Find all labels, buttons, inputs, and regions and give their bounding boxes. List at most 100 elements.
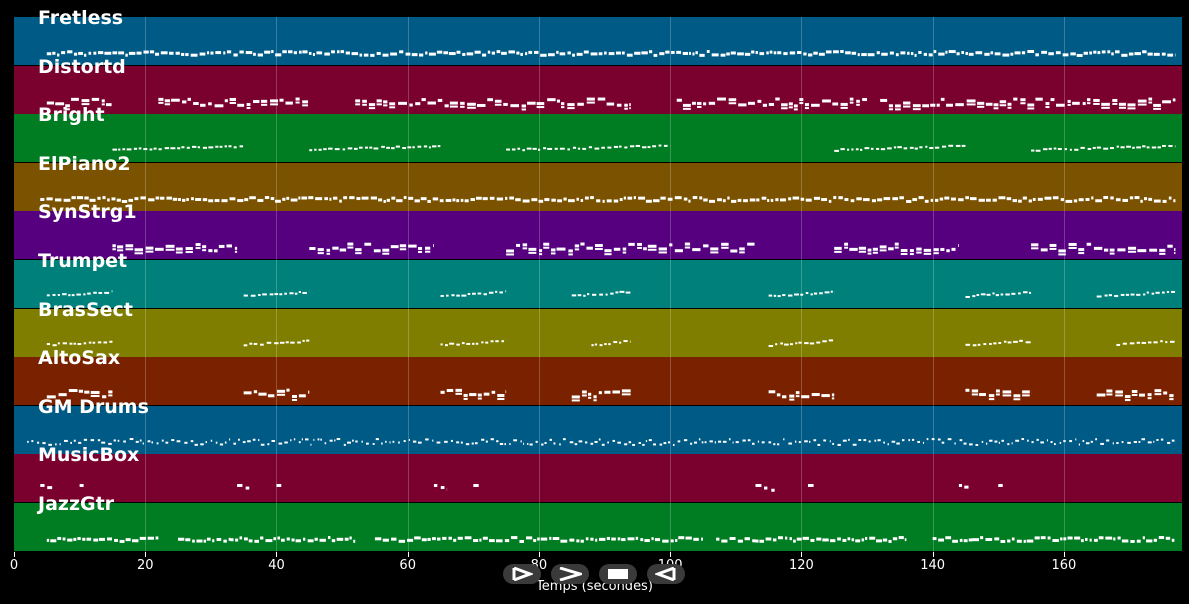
play-forward-button[interactable] — [503, 564, 541, 584]
note — [215, 145, 219, 148]
note — [351, 52, 359, 56]
note — [541, 443, 544, 446]
note — [550, 252, 556, 255]
note — [210, 51, 214, 55]
note — [109, 340, 113, 343]
note — [117, 249, 124, 252]
note — [449, 101, 458, 105]
note — [1095, 438, 1098, 441]
note — [737, 539, 743, 543]
note-layer — [40, 484, 1003, 493]
note — [214, 198, 220, 202]
note — [1174, 145, 1176, 148]
note — [648, 438, 652, 441]
note — [310, 443, 312, 446]
note — [528, 50, 533, 54]
note — [474, 442, 478, 445]
note — [277, 536, 281, 540]
note — [755, 51, 758, 55]
note — [892, 196, 899, 200]
note — [158, 97, 164, 101]
note — [415, 101, 421, 105]
note — [252, 438, 256, 441]
note — [653, 199, 660, 203]
note — [1148, 197, 1153, 201]
note — [1146, 146, 1150, 149]
note — [648, 50, 653, 54]
note — [965, 343, 971, 346]
note — [1153, 538, 1157, 542]
note — [906, 199, 912, 203]
note — [274, 341, 279, 344]
note — [633, 195, 636, 199]
note — [1060, 197, 1064, 201]
note — [849, 97, 854, 101]
note — [571, 399, 580, 402]
note — [370, 196, 378, 200]
note — [1080, 147, 1085, 150]
note — [582, 148, 587, 151]
note — [1125, 293, 1130, 296]
note — [607, 146, 612, 149]
note — [829, 440, 831, 443]
note — [912, 107, 921, 110]
note — [1067, 99, 1071, 103]
note — [523, 442, 525, 445]
note — [519, 539, 525, 543]
note — [279, 341, 285, 344]
note — [522, 243, 528, 247]
previous-button[interactable] — [647, 564, 685, 584]
note — [805, 292, 809, 295]
note — [959, 438, 963, 441]
note — [739, 247, 745, 251]
note — [68, 294, 71, 297]
note — [598, 52, 603, 56]
note — [1134, 195, 1140, 199]
note — [813, 196, 821, 200]
note — [418, 247, 423, 251]
note — [1020, 101, 1026, 104]
note — [939, 197, 944, 201]
note — [781, 102, 788, 106]
note — [164, 98, 171, 102]
note — [191, 196, 194, 200]
note — [769, 50, 773, 54]
next-button[interactable] — [551, 564, 589, 584]
note — [382, 249, 390, 253]
note — [409, 103, 413, 107]
note — [959, 538, 963, 542]
note — [112, 248, 116, 251]
next-icon — [558, 567, 582, 581]
note — [1169, 398, 1174, 401]
note — [128, 198, 134, 202]
note — [529, 443, 533, 446]
note — [947, 437, 952, 440]
note — [128, 51, 136, 55]
note — [90, 395, 100, 398]
stop-button[interactable] — [599, 564, 637, 584]
note-layer — [112, 144, 1176, 153]
note — [701, 537, 703, 541]
note — [697, 101, 702, 105]
note — [455, 389, 462, 393]
note — [990, 51, 994, 55]
note — [102, 195, 106, 199]
note — [1126, 145, 1131, 148]
note — [1064, 148, 1067, 151]
note — [1000, 293, 1004, 296]
note — [78, 389, 84, 393]
note — [682, 107, 691, 110]
note — [864, 147, 870, 150]
note — [383, 103, 388, 106]
note — [1032, 197, 1036, 201]
note — [678, 536, 685, 540]
note — [580, 198, 584, 202]
note — [749, 198, 756, 202]
note — [399, 248, 407, 251]
track-label: BrasSect — [38, 298, 133, 321]
note — [787, 294, 793, 297]
note — [729, 537, 736, 541]
note — [794, 440, 797, 443]
note — [175, 51, 180, 55]
note — [800, 197, 805, 201]
